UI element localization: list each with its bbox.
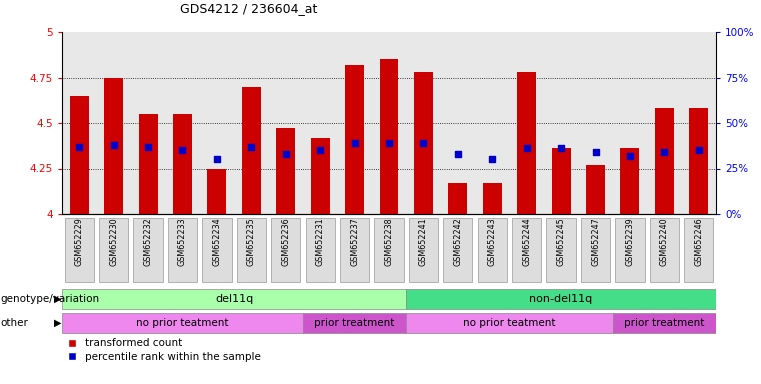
Bar: [380, 59, 399, 214]
Text: GSM652238: GSM652238: [384, 218, 393, 266]
Text: ▶: ▶: [54, 294, 62, 304]
FancyBboxPatch shape: [168, 218, 197, 282]
FancyBboxPatch shape: [581, 218, 610, 282]
FancyBboxPatch shape: [133, 218, 163, 282]
Point: [486, 156, 498, 162]
FancyBboxPatch shape: [613, 313, 716, 333]
Bar: [620, 149, 639, 214]
FancyBboxPatch shape: [443, 218, 473, 282]
Point: [693, 147, 705, 153]
FancyBboxPatch shape: [409, 218, 438, 282]
Text: GSM652235: GSM652235: [247, 218, 256, 266]
Point: [211, 156, 223, 162]
Bar: [482, 183, 501, 214]
Bar: [242, 87, 261, 214]
FancyBboxPatch shape: [62, 289, 406, 309]
Bar: [689, 108, 708, 214]
Bar: [276, 129, 295, 214]
FancyBboxPatch shape: [99, 218, 129, 282]
Text: GSM652232: GSM652232: [144, 218, 152, 266]
Bar: [586, 165, 605, 214]
FancyBboxPatch shape: [202, 218, 231, 282]
Text: other: other: [0, 318, 28, 328]
FancyBboxPatch shape: [512, 218, 541, 282]
Point: [417, 140, 429, 146]
Point: [279, 151, 291, 157]
Point: [658, 149, 670, 155]
Text: GSM652247: GSM652247: [591, 218, 600, 266]
Text: GSM652236: GSM652236: [282, 218, 290, 266]
Point: [555, 146, 567, 152]
Text: no prior teatment: no prior teatment: [136, 318, 229, 328]
Point: [521, 146, 533, 152]
FancyBboxPatch shape: [65, 218, 94, 282]
Text: GSM652230: GSM652230: [109, 218, 118, 266]
Legend: transformed count, percentile rank within the sample: transformed count, percentile rank withi…: [57, 334, 266, 366]
Point: [624, 153, 636, 159]
Point: [107, 142, 119, 148]
FancyBboxPatch shape: [650, 218, 679, 282]
Bar: [655, 108, 673, 214]
FancyBboxPatch shape: [406, 289, 716, 309]
FancyBboxPatch shape: [374, 218, 403, 282]
Bar: [173, 114, 192, 214]
Text: GSM652241: GSM652241: [419, 218, 428, 266]
Text: del11q: del11q: [215, 294, 253, 304]
Bar: [70, 96, 89, 214]
Text: GSM652244: GSM652244: [522, 218, 531, 266]
FancyBboxPatch shape: [237, 218, 266, 282]
Point: [177, 147, 189, 153]
Text: GSM652229: GSM652229: [75, 218, 84, 266]
Text: GSM652239: GSM652239: [626, 218, 635, 266]
Text: GSM652242: GSM652242: [454, 218, 463, 266]
Point: [383, 140, 395, 146]
Text: GSM652243: GSM652243: [488, 218, 497, 266]
Point: [349, 140, 361, 146]
Point: [452, 151, 464, 157]
Point: [245, 144, 257, 150]
Text: GSM652237: GSM652237: [350, 218, 359, 266]
Bar: [517, 72, 537, 214]
Bar: [552, 149, 571, 214]
FancyBboxPatch shape: [406, 313, 613, 333]
Text: prior treatment: prior treatment: [624, 318, 705, 328]
Point: [142, 144, 154, 150]
Text: no prior teatment: no prior teatment: [463, 318, 556, 328]
Text: ▶: ▶: [54, 318, 62, 328]
FancyBboxPatch shape: [478, 218, 507, 282]
Text: GSM652240: GSM652240: [660, 218, 669, 266]
FancyBboxPatch shape: [546, 218, 576, 282]
Bar: [208, 169, 226, 214]
Text: genotype/variation: genotype/variation: [0, 294, 99, 304]
Bar: [414, 72, 433, 214]
Bar: [448, 183, 467, 214]
Point: [590, 149, 602, 155]
Text: non-del11q: non-del11q: [530, 294, 593, 304]
FancyBboxPatch shape: [303, 313, 406, 333]
FancyBboxPatch shape: [62, 313, 303, 333]
Text: GSM652233: GSM652233: [178, 218, 187, 266]
Point: [73, 144, 85, 150]
Text: GSM652234: GSM652234: [212, 218, 221, 266]
FancyBboxPatch shape: [684, 218, 713, 282]
FancyBboxPatch shape: [616, 218, 645, 282]
Bar: [310, 137, 330, 214]
Text: GDS4212 / 236604_at: GDS4212 / 236604_at: [180, 2, 317, 15]
Bar: [345, 65, 364, 214]
FancyBboxPatch shape: [305, 218, 335, 282]
Bar: [139, 114, 158, 214]
Text: prior treatment: prior treatment: [314, 318, 395, 328]
FancyBboxPatch shape: [271, 218, 301, 282]
Text: GSM652246: GSM652246: [694, 218, 703, 266]
Point: [314, 147, 326, 153]
Text: GSM652245: GSM652245: [556, 218, 565, 266]
Text: GSM652231: GSM652231: [316, 218, 325, 266]
Bar: [104, 78, 123, 214]
FancyBboxPatch shape: [340, 218, 369, 282]
